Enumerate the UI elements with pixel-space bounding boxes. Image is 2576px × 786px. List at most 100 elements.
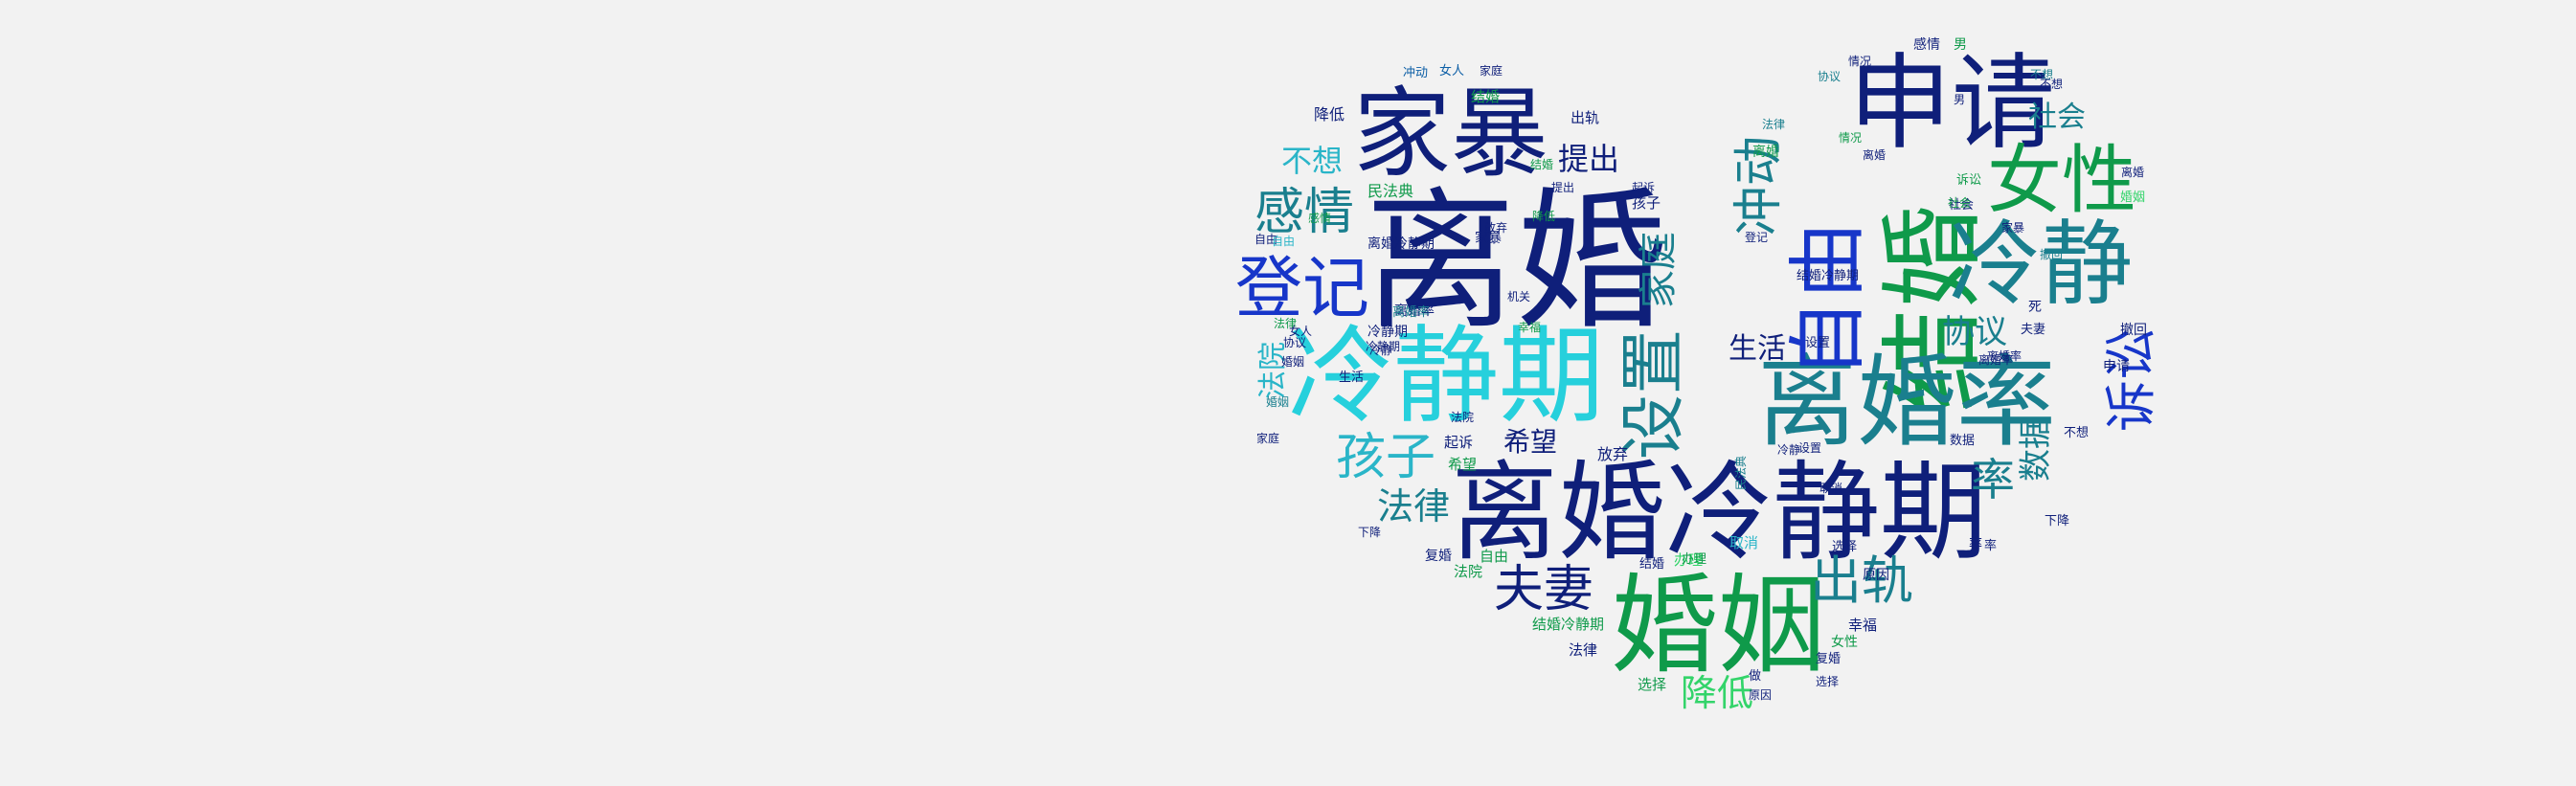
word: 离婚率 bbox=[1757, 344, 2057, 460]
word: 协议 bbox=[1283, 336, 1307, 349]
word: 离婚冷静期 bbox=[1367, 236, 1435, 252]
word: 家庭 bbox=[1256, 432, 1280, 445]
word: 冷静 bbox=[1777, 443, 1801, 457]
word: 男 bbox=[1954, 93, 1966, 106]
word: 自由 bbox=[1480, 548, 1509, 565]
word: 起诉 bbox=[1632, 181, 1656, 194]
word: 幸福 bbox=[1848, 617, 1878, 634]
word: 社会 bbox=[1949, 198, 1975, 213]
word: 希望 bbox=[1448, 456, 1478, 473]
word: 复婚 bbox=[1816, 652, 1842, 666]
word: 夫妻 bbox=[2021, 323, 2046, 337]
word: 原因 bbox=[1749, 688, 1773, 702]
word: 法律 bbox=[1762, 118, 1786, 131]
word: 撤回 bbox=[2040, 248, 2064, 261]
word: 家暴 bbox=[2001, 221, 2025, 235]
word: 离婚率 bbox=[1978, 353, 2014, 367]
word: 孩子 bbox=[1336, 429, 1436, 486]
word: 法院 bbox=[1451, 411, 1475, 424]
word: 离婚 bbox=[1863, 148, 1887, 162]
word: 不想 bbox=[2030, 68, 2054, 81]
word: 降低 bbox=[1314, 105, 1345, 124]
word: 法院 bbox=[1256, 342, 1290, 399]
word: 选择 bbox=[1832, 540, 1858, 554]
word: 撤回 bbox=[2120, 323, 2147, 338]
word: 不想 bbox=[2064, 426, 2090, 440]
word: 率 bbox=[1971, 454, 2015, 505]
word: 选择 bbox=[1638, 676, 1667, 693]
word: 协议 bbox=[1818, 70, 1842, 83]
word: 复婚 bbox=[1425, 549, 1452, 564]
word: 起诉 bbox=[1444, 434, 1474, 451]
word: 离婚 bbox=[1752, 145, 1779, 160]
word: 感情 bbox=[1254, 184, 1355, 241]
word: 下降 bbox=[2045, 514, 2070, 528]
word: 提出 bbox=[1558, 141, 1620, 177]
word: 下降 bbox=[1358, 526, 1382, 539]
word: 结婚 bbox=[1530, 158, 1554, 171]
word: 冷静期 bbox=[1366, 340, 1401, 353]
word: 法律 bbox=[1377, 485, 1451, 528]
word: 取消 bbox=[1729, 534, 1759, 551]
word: 家庭 bbox=[1480, 64, 1503, 78]
word: 不想 bbox=[2040, 78, 2064, 91]
word: 家庭 bbox=[1637, 232, 1681, 308]
word: 设置 bbox=[1805, 336, 1831, 350]
word: 自由 bbox=[1272, 235, 1296, 248]
word: 结婚 bbox=[1639, 557, 1665, 572]
word: 诉讼 bbox=[1956, 173, 1982, 188]
word: 感情 bbox=[1913, 37, 1940, 53]
word: 社会 bbox=[1948, 196, 1972, 210]
word: 不想 bbox=[1281, 143, 1344, 179]
word: 希望 bbox=[1503, 426, 1558, 458]
word: 出轨 bbox=[1810, 550, 1913, 611]
word: 幸福 bbox=[1518, 321, 1542, 334]
word: 设置 bbox=[1798, 441, 1822, 455]
word: 原因 bbox=[1863, 568, 1889, 583]
word: 冷静期 bbox=[1367, 325, 1408, 340]
word: 家暴 bbox=[1353, 78, 1548, 191]
word: 男 bbox=[1954, 37, 1967, 53]
word: 自由 bbox=[1783, 220, 1875, 379]
word: 放弃 bbox=[1597, 445, 1629, 463]
word: 婚姻 bbox=[1266, 395, 1290, 409]
word: 率 bbox=[1984, 539, 1998, 553]
word: 感情 bbox=[1308, 212, 1332, 225]
word: 办理 bbox=[1674, 551, 1704, 569]
word: 婚姻 bbox=[1611, 564, 1825, 688]
word: 自由 bbox=[1254, 233, 1278, 246]
word: 女性 bbox=[1987, 138, 2137, 224]
word: 离婚 bbox=[2121, 166, 2145, 179]
word: 婚姻 bbox=[2120, 191, 2146, 205]
word: 登记 bbox=[1235, 249, 1369, 327]
word: 生活 bbox=[1339, 371, 1365, 385]
word: 冲动 bbox=[1403, 66, 1429, 80]
word: 办理 bbox=[1682, 552, 1707, 567]
word: 死 bbox=[2028, 300, 2042, 315]
word: 冷静 bbox=[1949, 211, 2133, 318]
word: 法律 bbox=[1569, 641, 1598, 659]
word: 女人 bbox=[1439, 64, 1465, 79]
word: 登记 bbox=[1745, 231, 1769, 244]
word: 冷静 bbox=[1369, 344, 1393, 357]
word: 结婚 bbox=[1471, 88, 1501, 105]
word: 离婚 bbox=[1365, 174, 1667, 350]
word: 数据 bbox=[1950, 434, 1976, 448]
word: 法院 bbox=[1454, 563, 1483, 580]
word: 离婚率 bbox=[1392, 305, 1431, 320]
word: 诉讼 bbox=[2101, 328, 2161, 432]
word: 提出 bbox=[1551, 181, 1575, 194]
word: 选择 bbox=[1816, 675, 1840, 688]
word: 民法典 bbox=[1367, 182, 1414, 200]
word: 冷静期 bbox=[1288, 315, 1604, 438]
word: 家暴 bbox=[1475, 231, 1502, 246]
word: 孩子 bbox=[1632, 194, 1661, 212]
word: 申请 bbox=[1848, 44, 2056, 164]
word: 放弃 bbox=[1484, 221, 1508, 235]
word: 协议 bbox=[1942, 313, 2007, 351]
word: 结婚冷静期 bbox=[1532, 616, 1605, 633]
word: 民法典 bbox=[1734, 455, 1749, 491]
word: 率 bbox=[1969, 537, 1982, 552]
word: 离婚冷静期 bbox=[1451, 451, 1987, 575]
